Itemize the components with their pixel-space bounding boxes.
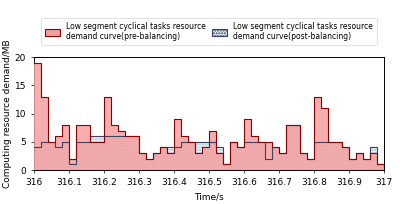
X-axis label: Time/s: Time/s [194,192,224,201]
Y-axis label: Computing resource demand/MB: Computing resource demand/MB [3,39,12,188]
Legend: Low segment cyclical tasks resource
demand curve(pre-balancing), Low segment cyc: Low segment cyclical tasks resource dema… [41,18,377,45]
